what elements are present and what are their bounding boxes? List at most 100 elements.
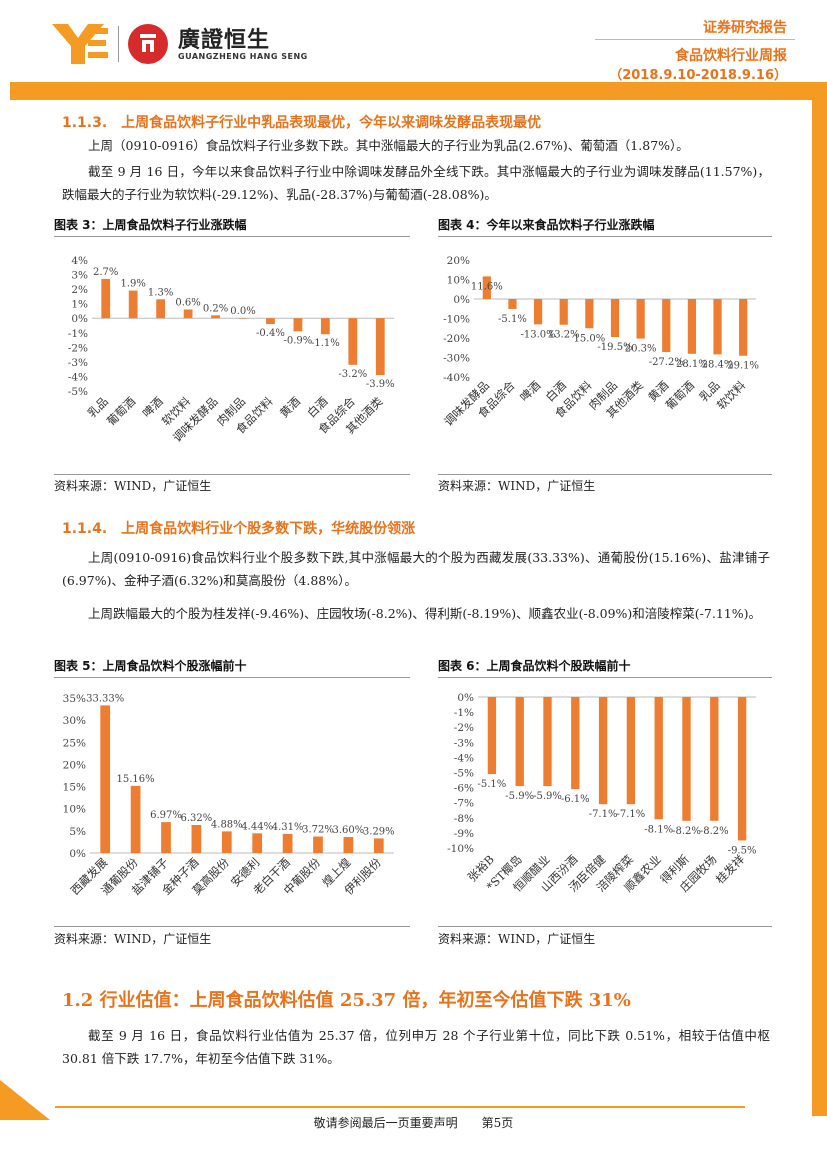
fig3-ytick-label: 0% xyxy=(71,313,88,325)
fig4-data-label: 20.3% xyxy=(625,344,657,355)
fig3-bar xyxy=(211,315,220,319)
fig4-bar xyxy=(533,299,543,325)
fig4-ytick-label: -20% xyxy=(443,333,470,345)
fig3-data-label: 1.9% xyxy=(120,279,145,290)
fig3-data-label: 0.6% xyxy=(175,297,200,308)
fig4-data-label: 15.0% xyxy=(573,333,605,344)
fig5-data-label: 4.44% xyxy=(241,821,273,832)
fig5-bar xyxy=(130,785,141,853)
fig4-data-label: 28.1% xyxy=(676,359,708,370)
fig5-ytick-label: 20% xyxy=(63,759,86,771)
fig5-bar xyxy=(313,836,323,853)
section-1-1-3-para-1: 上周（0910-0916）食品饮料子行业多数下跌。其中涨幅最大的子行业为乳品(2… xyxy=(88,138,689,153)
fig3-bottom-rule xyxy=(54,474,410,475)
fig6-ytick-label: -6% xyxy=(454,783,474,795)
fig4-data-label: -13.0% xyxy=(521,329,556,340)
fig5-bar xyxy=(282,833,293,853)
fig5-data-label: 6.32% xyxy=(181,813,213,824)
fig6-bar xyxy=(515,697,524,787)
fig4-bar xyxy=(559,299,568,325)
fig6-bottom-rule xyxy=(438,926,772,927)
fig4-ytick-label: -10% xyxy=(443,314,470,326)
fig5-bar xyxy=(100,705,111,853)
fig6-data-label: -5.9% xyxy=(505,791,534,802)
fig3-bar xyxy=(128,290,138,319)
fig3-bar xyxy=(375,318,385,375)
fig4-ytick-label: 20% xyxy=(447,255,470,267)
fig4-ytick-label: 0% xyxy=(453,294,470,306)
fig5-ytick-label: 25% xyxy=(63,737,86,749)
footer-corner-triangle xyxy=(0,1080,50,1120)
fig5-data-label: 33.33% xyxy=(86,693,124,704)
fig4-category-label: 葡萄酒 xyxy=(663,378,697,412)
fig3-title: 图表 3：上周食品饮料子行业涨跌幅 xyxy=(54,218,247,232)
fig4-bar xyxy=(687,299,697,354)
fig3-bar xyxy=(238,318,248,319)
fig6-bar xyxy=(682,697,691,821)
fig3-data-label: -0.9% xyxy=(284,335,313,346)
fig4-data-label: 13.2% xyxy=(548,330,580,341)
fig4-bar xyxy=(610,299,620,338)
fig6-bar xyxy=(571,697,580,790)
fig3-ytick-label: 1% xyxy=(71,299,88,311)
report-type: 证券研究报告 xyxy=(703,20,787,36)
fig3-source: 资料来源：WIND，广证恒生 xyxy=(54,479,212,493)
fig3-bar xyxy=(156,299,166,319)
fig6-data-label: -9.5% xyxy=(728,845,757,856)
fig4-category-label: 啤酒 xyxy=(517,378,543,404)
fig6-bar xyxy=(487,697,497,775)
fig4-bar xyxy=(739,299,748,356)
fig5-data-label: 3.29% xyxy=(363,826,395,837)
fig3-category-label: 黄酒 xyxy=(277,394,303,420)
fig4-bar xyxy=(482,276,491,299)
section-1-1-4-para-1: 上周(0910-0916)食品饮料行业个股多数下跌,其中涨幅最大的个股为西藏发展… xyxy=(62,550,770,588)
fig5-source: 资料来源：WIND，广证恒生 xyxy=(54,932,212,946)
fig6-bar xyxy=(543,697,552,787)
header-rule xyxy=(595,39,795,40)
fig5-bar xyxy=(343,837,354,853)
fig3-chart: 4%3%2%1%0%-1%-2%-3%-4%-5%2.7%乳品1.9%葡萄酒1.… xyxy=(68,255,395,445)
fig6-ytick-label: -9% xyxy=(454,828,474,840)
fig3-data-label: 1.3% xyxy=(148,287,173,298)
fig4-title: 图表 4：今年以来食品饮料子行业涨跌幅 xyxy=(438,218,655,232)
section-1-1-3-para-2: 截至 9 月 16 日，今年以来食品饮料子行业中除调味发酵品外全线下跌。其中涨幅… xyxy=(62,164,770,202)
brand-name-cn: 廣證恒生 xyxy=(178,28,271,53)
fig6-data-label: -6.1% xyxy=(561,794,590,805)
right-edge-bar xyxy=(812,100,827,1116)
brand-seal-icon xyxy=(128,24,168,64)
fig4-source: 资料来源：WIND，广证恒生 xyxy=(438,479,596,493)
fig4-data-label: 29.1% xyxy=(727,361,759,372)
fig6-ytick-label: 0% xyxy=(457,692,474,704)
fig3-ytick-label: 4% xyxy=(71,255,88,267)
fig4-category-label: 软饮料 xyxy=(714,378,749,413)
fig3-data-label: 0.0% xyxy=(230,306,255,317)
fig6-ytick-label: -10% xyxy=(447,843,474,855)
fig5-bar xyxy=(252,833,263,853)
fig5-data-label: 15.16% xyxy=(117,774,155,785)
section-1-1-4-para-2: 上周跌幅最大的个股为桂发祥(-9.46%)、庄园牧场(-8.2%)、得利斯(-8… xyxy=(88,606,761,621)
fig6-title: 图表 6：上周食品饮料个股跌幅前十 xyxy=(438,659,631,673)
fig4-chart: 20%10%0%-10%-20%-30%-40%11.6%调味发酵品-5.1%食… xyxy=(441,255,759,429)
fig6-top-rule xyxy=(438,677,772,678)
fig3-ytick-label: -5% xyxy=(68,386,88,398)
fig4-bar xyxy=(713,299,722,355)
fig3-bar xyxy=(348,318,358,365)
fig3-ytick-label: -4% xyxy=(68,371,88,383)
fig3-ytick-label: 2% xyxy=(71,284,88,296)
fig5-chart: 35%30%25%20%15%10%5%0%33.33%西藏发展15.16%通葡… xyxy=(63,693,395,898)
fig5-ytick-label: 15% xyxy=(63,782,86,794)
section-1-2-para-1: 截至 9 月 16 日，食品饮料行业估值为 25.37 倍，位列申万 28 个子… xyxy=(62,1028,770,1066)
fig5-bar xyxy=(221,831,232,853)
fig4-bar xyxy=(662,299,671,353)
fig4-data-label: -5.1% xyxy=(498,314,527,325)
fig6-source: 资料来源：WIND，广证恒生 xyxy=(438,932,596,946)
fig4-data-label: -27.2% xyxy=(649,357,684,368)
fig5-bar xyxy=(373,838,384,853)
fig3-ytick-label: -2% xyxy=(68,342,88,354)
fig3-bar xyxy=(320,318,330,335)
fig5-ytick-label: 35% xyxy=(63,693,86,705)
fig5-data-label: 3.72% xyxy=(302,825,334,836)
fig4-ytick-label: -40% xyxy=(443,372,470,384)
fig6-data-label: -5.9% xyxy=(533,791,562,802)
fig5-title: 图表 5：上周食品饮料个股涨幅前十 xyxy=(54,659,247,673)
